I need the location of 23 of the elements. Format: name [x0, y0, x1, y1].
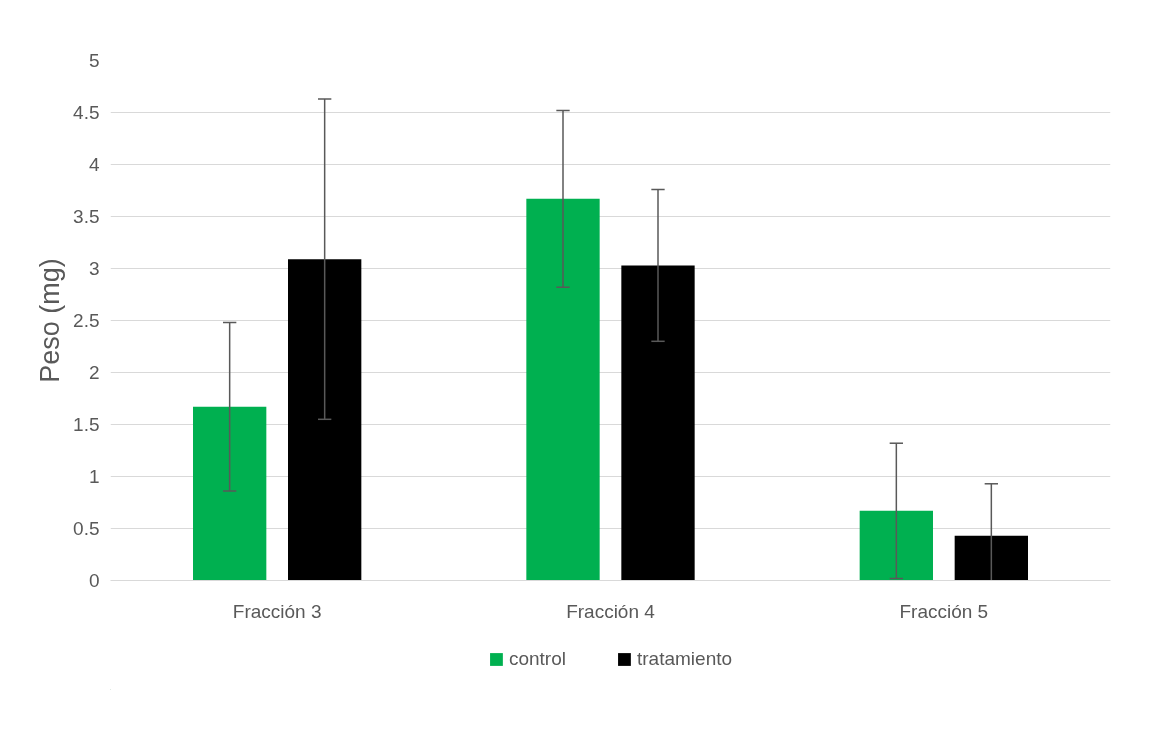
- y-tick-label: 4.5: [73, 102, 100, 123]
- bar: [193, 406, 267, 581]
- x-tick-label: Fracción 4: [566, 600, 656, 622]
- y-axis-title: Peso (mg): [35, 258, 66, 383]
- legend-label: tratamiento: [636, 648, 733, 670]
- y-tick-label: 4: [88, 154, 100, 175]
- legend-label: control: [508, 648, 566, 670]
- y-tick-label: 1: [88, 466, 100, 487]
- bar: [859, 510, 933, 581]
- bar: [621, 265, 695, 581]
- y-tick-label: 0: [88, 570, 100, 591]
- bar: [954, 535, 1028, 581]
- y-tick-label: 2: [88, 362, 100, 383]
- y-tick-label: 3: [88, 258, 100, 279]
- y-tick-label: 3.5: [73, 206, 100, 227]
- y-tick-label: 2.5: [73, 310, 100, 331]
- x-tick-label: Fracción 3: [232, 600, 322, 622]
- y-tick-label: 1.5: [73, 414, 100, 435]
- bar: [288, 259, 362, 581]
- y-tick-label: 0.5: [73, 518, 100, 539]
- y-tick-label: 5: [88, 50, 100, 71]
- bar: [526, 198, 600, 581]
- x-tick-label: Fracción 5: [899, 600, 989, 622]
